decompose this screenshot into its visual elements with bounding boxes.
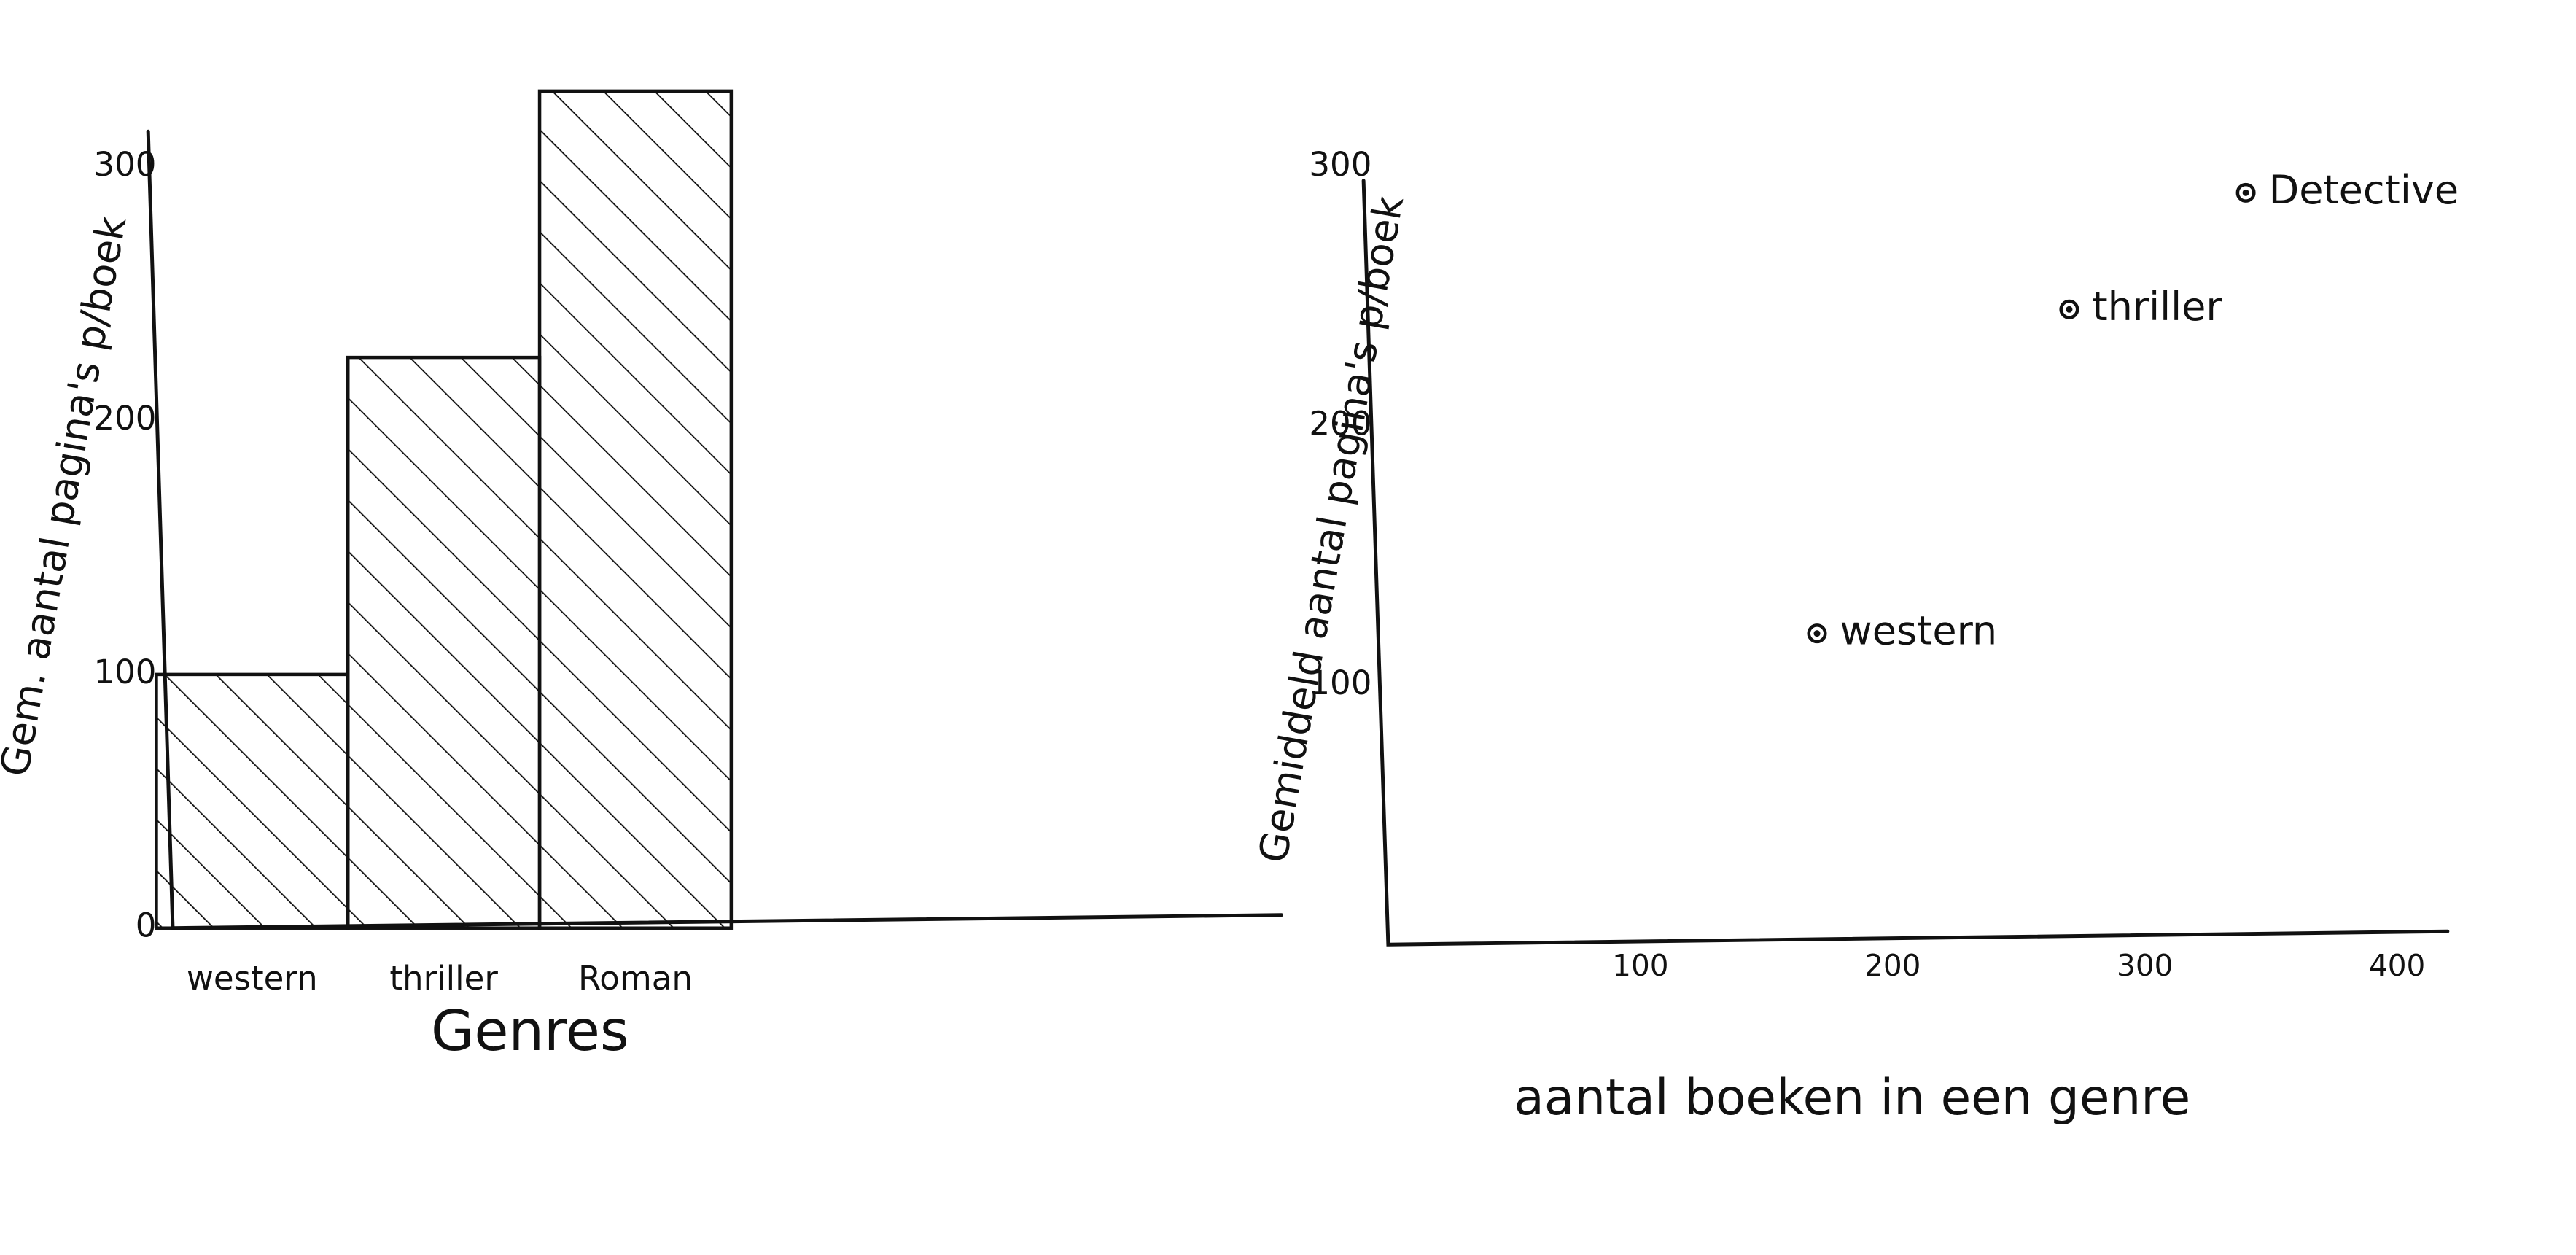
x-tick-label: 100 xyxy=(1612,948,1668,983)
point xyxy=(2059,299,2079,319)
x-tick-label: 200 xyxy=(1864,948,1921,983)
y-axis-label: Gem. aantal pagina's p/boek xyxy=(0,213,135,780)
point xyxy=(1807,623,1827,644)
x-tick-label: 400 xyxy=(2369,948,2425,983)
point-label: western xyxy=(1840,607,1998,653)
point-dot xyxy=(1813,630,1821,637)
y-tick-label: 200 xyxy=(1309,404,1371,443)
bar xyxy=(155,672,350,930)
bar xyxy=(537,89,734,930)
y-tick-label: 0 xyxy=(136,906,157,945)
y-tick-label: 300 xyxy=(93,145,156,184)
x-tick-label: western xyxy=(187,959,318,998)
x-tick-label: 300 xyxy=(2117,948,2173,983)
bar xyxy=(346,355,542,930)
point-dot xyxy=(2242,189,2249,196)
y-axis-label: Gemiddeld aantal pagina's p/boek xyxy=(1250,192,1412,866)
point-dot xyxy=(2066,306,2073,313)
point-label: thriller xyxy=(2092,284,2222,330)
point xyxy=(2235,182,2256,203)
y-tick-label: 300 xyxy=(1309,145,1371,184)
y-tick-label: 100 xyxy=(93,653,156,691)
x-axis-label: aantal boeken in een genre xyxy=(1514,1068,2190,1126)
y-tick-label: 100 xyxy=(1309,664,1371,702)
x-axis-label: Genres xyxy=(431,999,629,1064)
x-tick-label: thriller xyxy=(389,959,498,998)
axis-line xyxy=(1361,179,2450,947)
y-tick-label: 200 xyxy=(93,399,156,438)
x-tick-label: Roman xyxy=(578,959,693,998)
point-label: Detective xyxy=(2269,167,2459,213)
